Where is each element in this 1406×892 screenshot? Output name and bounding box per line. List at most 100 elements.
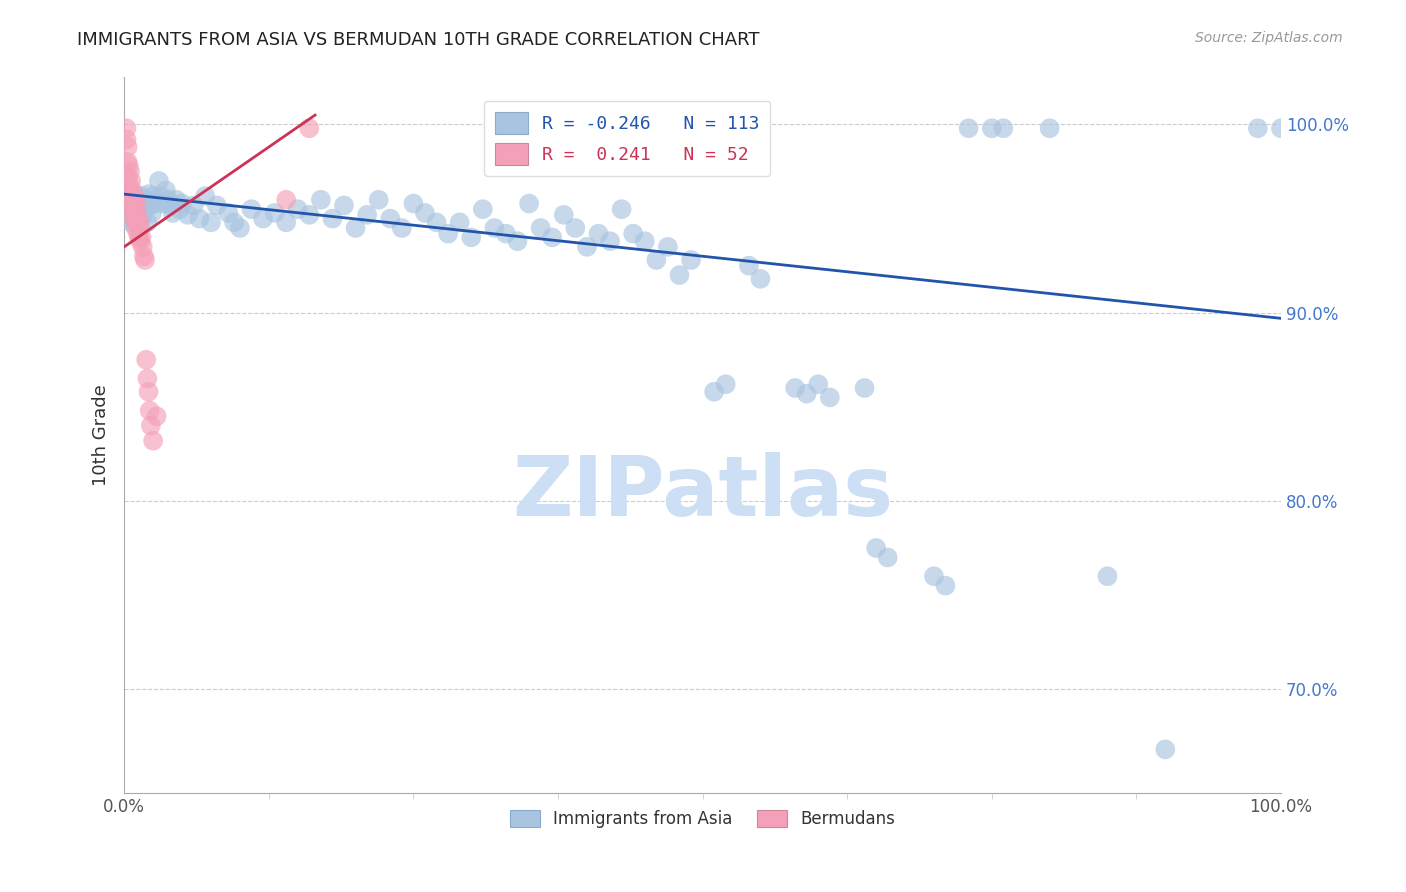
Point xyxy=(263,206,285,220)
Point xyxy=(125,215,148,229)
Point xyxy=(425,215,447,229)
Point xyxy=(993,121,1015,136)
Point xyxy=(1039,121,1062,136)
Point xyxy=(356,208,378,222)
Point xyxy=(118,193,141,207)
Point xyxy=(634,234,657,248)
Point xyxy=(117,170,139,185)
Point xyxy=(853,381,876,395)
Point xyxy=(1247,121,1270,136)
Point xyxy=(118,198,141,212)
Point xyxy=(115,121,138,136)
Point xyxy=(120,193,142,207)
Point xyxy=(155,183,177,197)
Point xyxy=(114,196,136,211)
Point xyxy=(785,381,807,395)
Text: ZIPatlas: ZIPatlas xyxy=(512,451,893,533)
Point xyxy=(460,230,482,244)
Point xyxy=(413,206,436,220)
Point xyxy=(138,187,160,202)
Point xyxy=(118,164,141,178)
Point xyxy=(145,196,167,211)
Point xyxy=(159,198,181,212)
Point xyxy=(738,259,761,273)
Point xyxy=(657,240,679,254)
Point xyxy=(115,189,138,203)
Point xyxy=(118,183,141,197)
Point xyxy=(588,227,610,241)
Point xyxy=(621,227,644,241)
Point xyxy=(170,196,193,211)
Point xyxy=(449,215,471,229)
Point xyxy=(309,193,332,207)
Point xyxy=(136,371,159,385)
Point xyxy=(402,196,425,211)
Point xyxy=(922,569,945,583)
Legend: Immigrants from Asia, Bermudans: Immigrants from Asia, Bermudans xyxy=(503,803,903,834)
Point xyxy=(134,252,156,267)
Point xyxy=(125,202,148,217)
Point xyxy=(125,215,148,229)
Point xyxy=(865,541,887,555)
Point xyxy=(367,193,389,207)
Point xyxy=(818,391,841,405)
Point xyxy=(391,221,413,235)
Point xyxy=(128,215,150,229)
Point xyxy=(679,252,702,267)
Point xyxy=(115,202,138,217)
Point xyxy=(437,227,460,241)
Point xyxy=(132,240,155,254)
Point xyxy=(125,208,148,222)
Point xyxy=(668,268,690,282)
Point xyxy=(484,221,506,235)
Point xyxy=(150,189,173,203)
Point xyxy=(506,234,529,248)
Point xyxy=(128,230,150,244)
Point xyxy=(138,384,160,399)
Point xyxy=(142,189,165,203)
Point xyxy=(145,193,167,207)
Point xyxy=(131,230,153,244)
Point xyxy=(120,174,142,188)
Point xyxy=(124,196,146,211)
Point xyxy=(132,249,155,263)
Point xyxy=(141,206,163,220)
Point xyxy=(714,377,737,392)
Point xyxy=(530,221,553,235)
Point xyxy=(128,206,150,220)
Point xyxy=(121,183,143,197)
Point xyxy=(120,202,142,217)
Point xyxy=(796,386,818,401)
Point xyxy=(118,159,141,173)
Point xyxy=(169,202,191,217)
Point xyxy=(252,211,274,226)
Point xyxy=(117,155,139,169)
Point xyxy=(183,198,205,212)
Point xyxy=(124,202,146,217)
Point xyxy=(321,211,343,226)
Point xyxy=(122,211,145,226)
Point xyxy=(287,202,309,217)
Point xyxy=(124,211,146,226)
Point xyxy=(132,198,155,212)
Point xyxy=(1097,569,1119,583)
Point xyxy=(495,227,517,241)
Point xyxy=(205,198,228,212)
Point xyxy=(177,208,200,222)
Point xyxy=(380,211,402,226)
Point xyxy=(121,206,143,220)
Point xyxy=(118,196,141,211)
Point xyxy=(125,202,148,217)
Point xyxy=(298,121,321,136)
Point xyxy=(127,227,149,241)
Point xyxy=(118,196,141,211)
Point xyxy=(125,193,148,207)
Point xyxy=(135,352,157,367)
Point xyxy=(129,234,152,248)
Point xyxy=(136,215,159,229)
Point xyxy=(749,272,772,286)
Point xyxy=(224,215,246,229)
Point xyxy=(128,215,150,229)
Point xyxy=(517,196,540,211)
Point xyxy=(876,550,898,565)
